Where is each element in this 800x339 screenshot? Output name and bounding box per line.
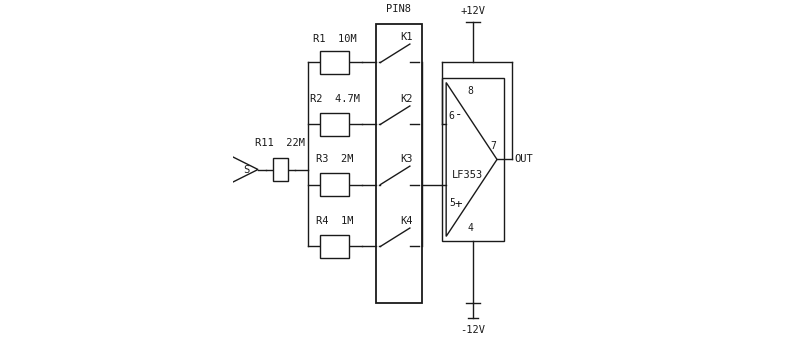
- Text: 5: 5: [449, 198, 454, 208]
- Bar: [376, 24, 422, 303]
- Text: K1: K1: [401, 33, 413, 42]
- Bar: [320, 51, 350, 74]
- Bar: [320, 113, 350, 136]
- Text: OUT: OUT: [514, 155, 534, 164]
- Text: +12V: +12V: [461, 6, 486, 16]
- Text: 4: 4: [467, 223, 474, 233]
- Text: +: +: [454, 198, 462, 211]
- Text: R11  22M: R11 22M: [255, 138, 306, 148]
- Text: -12V: -12V: [461, 325, 486, 335]
- Text: S: S: [243, 164, 249, 175]
- Text: 6: 6: [449, 111, 454, 121]
- Text: R1  10M: R1 10M: [313, 34, 357, 44]
- Bar: [320, 235, 350, 258]
- Text: R4  1M: R4 1M: [316, 216, 354, 226]
- Text: 8: 8: [467, 86, 474, 96]
- Bar: [273, 158, 288, 181]
- Text: K2: K2: [401, 94, 413, 104]
- Text: K3: K3: [401, 155, 413, 164]
- Text: LF353: LF353: [452, 170, 483, 179]
- Text: R2  4.7M: R2 4.7M: [310, 94, 360, 104]
- Bar: [442, 78, 504, 241]
- Text: PIN8: PIN8: [386, 4, 411, 14]
- Bar: [320, 173, 350, 196]
- Text: R3  2M: R3 2M: [316, 155, 354, 164]
- Text: 7: 7: [490, 141, 496, 151]
- Text: -: -: [454, 108, 462, 121]
- Text: K4: K4: [401, 216, 413, 226]
